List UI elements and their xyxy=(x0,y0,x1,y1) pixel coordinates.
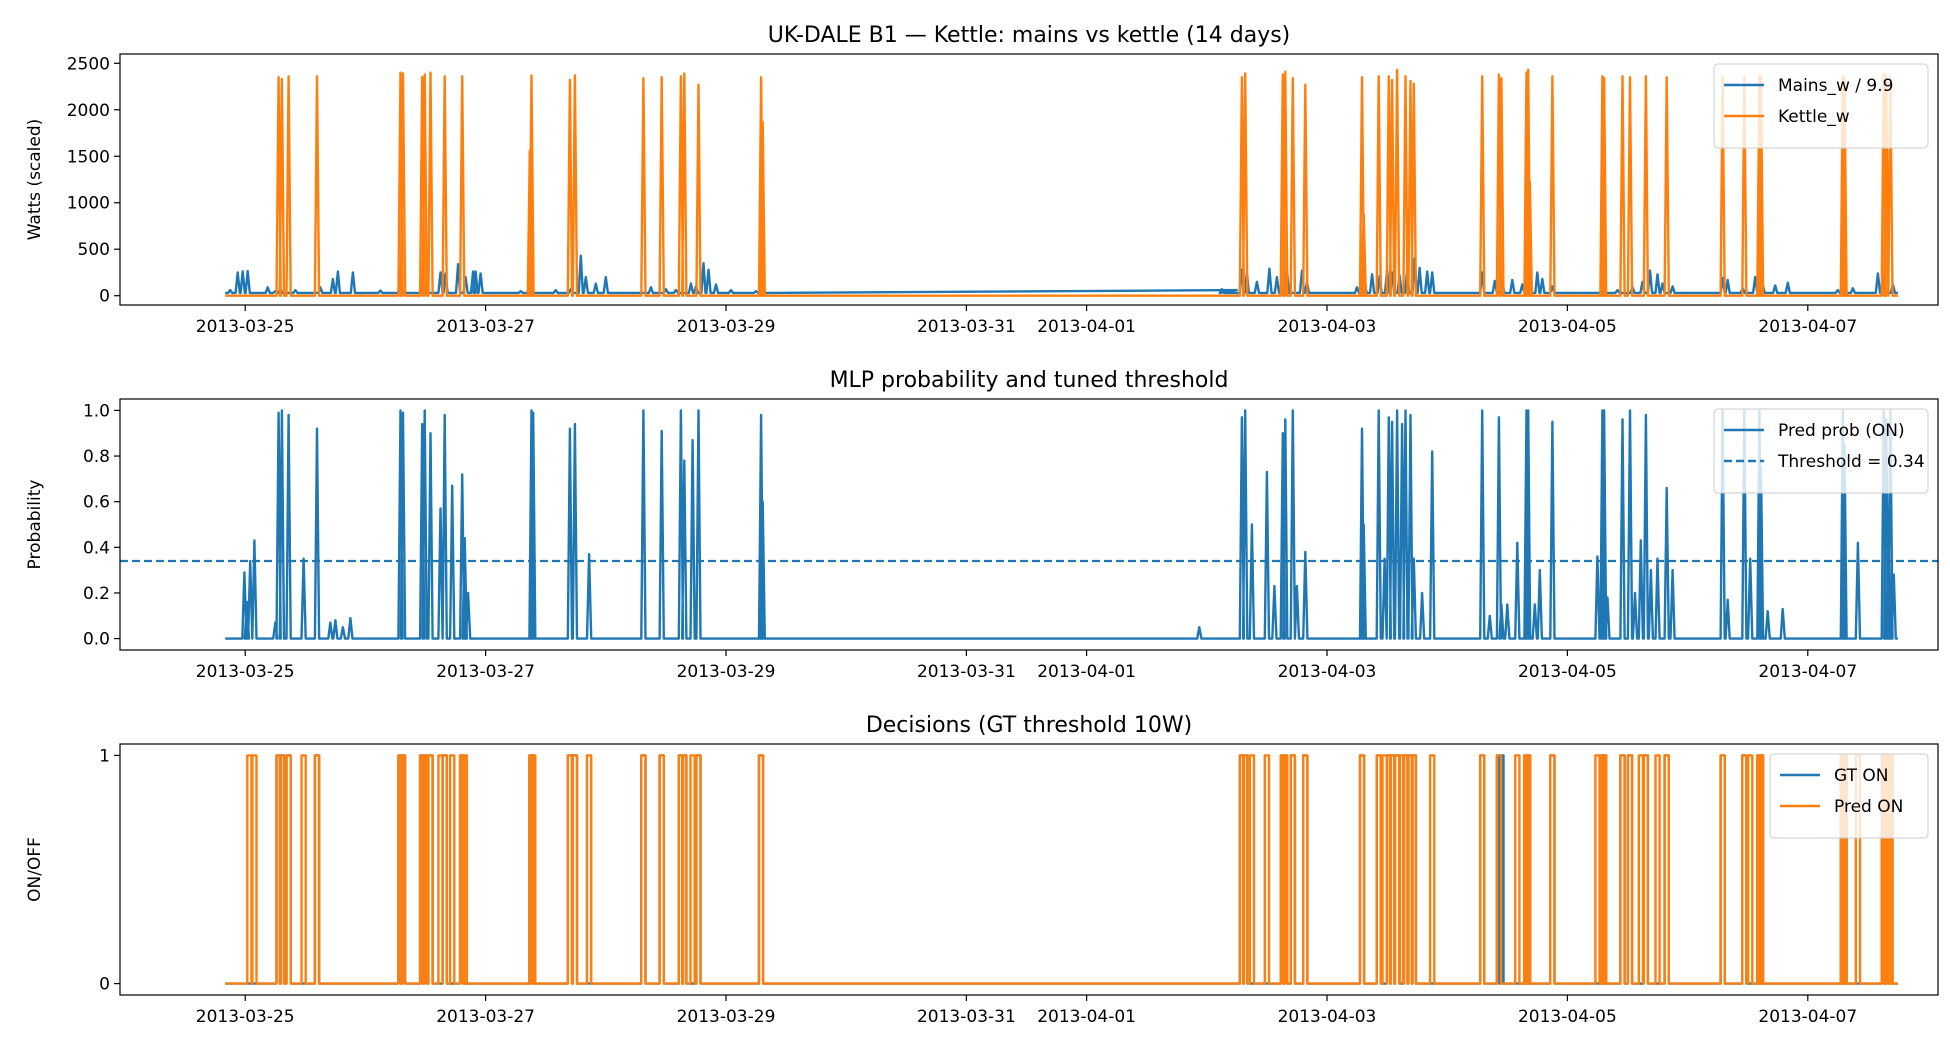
x-tick-label: 2013-04-03 xyxy=(1278,662,1377,682)
x-tick-label: 2013-04-03 xyxy=(1278,1007,1377,1027)
y-tick-label: 1000 xyxy=(67,194,110,214)
y-tick-label: 1.0 xyxy=(83,401,110,421)
x-tick-label: 2013-04-05 xyxy=(1518,1007,1617,1027)
legend-label: Pred ON xyxy=(1834,797,1903,817)
y-tick-label: 0 xyxy=(99,287,110,307)
x-tick-label: 2013-04-07 xyxy=(1758,317,1857,337)
x-tick-label: 2013-03-31 xyxy=(917,1007,1016,1027)
series-line-kettle-w xyxy=(225,68,1898,297)
y-tick-label: 0 xyxy=(99,975,110,995)
x-tick-label: 2013-03-27 xyxy=(436,662,535,682)
y-tick-label: 0.8 xyxy=(83,447,110,467)
panel-3: Decisions (GT threshold 10W) ON/OFF 0 1 2013… xyxy=(25,713,1939,1027)
axes-frame xyxy=(119,53,1939,306)
chart-title: UK-DALE B1 — Kettle: mains vs kettle (14… xyxy=(768,23,1291,48)
legend: Mains_w / 9.9 Kettle_w xyxy=(1713,63,1929,149)
panel-2: MLP probability and tuned threshold Proba… xyxy=(25,368,1939,682)
chart-title: Decisions (GT threshold 10W) xyxy=(866,713,1192,738)
x-tick-label: 2013-03-25 xyxy=(196,662,295,682)
x-tick-label: 2013-04-05 xyxy=(1518,662,1617,682)
x-tick-label: 2013-03-27 xyxy=(436,1007,535,1027)
y-tick-label: 0.6 xyxy=(83,493,110,513)
x-tick-label: 2013-03-25 xyxy=(196,317,295,337)
y-tick-label: 1 xyxy=(99,746,110,766)
panel-1: UK-DALE B1 — Kettle: mains vs kettle (14… xyxy=(25,23,1939,337)
axes-frame xyxy=(119,743,1939,996)
x-tick-label: 2013-03-29 xyxy=(677,1007,776,1027)
legend: Pred prob (ON) Threshold = 0.34 xyxy=(1713,408,1929,494)
y-tick-label: 2500 xyxy=(67,54,110,74)
y-axis-label: Watts (scaled) xyxy=(25,119,45,241)
x-tick-label: 2013-03-27 xyxy=(436,317,535,337)
x-tick-label: 2013-04-01 xyxy=(1037,662,1136,682)
x-tick-label: 2013-04-03 xyxy=(1278,317,1377,337)
plot-area xyxy=(120,409,1938,640)
axes-frame xyxy=(119,398,1939,651)
x-tick-label: 2013-03-25 xyxy=(196,1007,295,1027)
y-axis-label: Probability xyxy=(25,480,45,570)
x-tick-label: 2013-04-07 xyxy=(1758,662,1857,682)
legend-box xyxy=(1713,63,1929,149)
y-tick-label: 1500 xyxy=(67,147,110,167)
chart-title: MLP probability and tuned threshold xyxy=(830,368,1229,393)
legend-label: Pred prob (ON) xyxy=(1778,421,1905,441)
x-tick-label: 2013-03-31 xyxy=(917,662,1016,682)
legend: GT ON Pred ON xyxy=(1769,753,1929,839)
x-tick-label: 2013-03-29 xyxy=(677,662,776,682)
y-axis-label: ON/OFF xyxy=(25,837,45,902)
x-tick-label: 2013-04-01 xyxy=(1037,317,1136,337)
y-tick-label: 0.4 xyxy=(83,538,110,558)
y-tick-label: 2000 xyxy=(67,101,110,121)
plot-area xyxy=(225,68,1898,297)
x-tick-label: 2013-04-07 xyxy=(1758,1007,1857,1027)
y-tick-label: 500 xyxy=(78,240,110,260)
legend-label: Mains_w / 9.9 xyxy=(1778,76,1893,96)
legend-label: Kettle_w xyxy=(1778,107,1850,127)
y-tick-label: 0.2 xyxy=(83,584,110,604)
x-tick-label: 2013-04-05 xyxy=(1518,317,1617,337)
x-tick-label: 2013-03-29 xyxy=(677,317,776,337)
x-tick-label: 2013-03-31 xyxy=(917,317,1016,337)
legend-label: Threshold = 0.34 xyxy=(1777,452,1925,472)
legend-box xyxy=(1713,408,1929,494)
plot-area xyxy=(225,754,1898,985)
y-tick-label: 0.0 xyxy=(83,630,110,650)
x-tick-label: 2013-04-01 xyxy=(1037,1007,1136,1027)
series-line-pred-on xyxy=(225,754,1898,985)
legend-label: GT ON xyxy=(1834,766,1888,786)
series-line-pred-prob-on xyxy=(225,409,1898,640)
